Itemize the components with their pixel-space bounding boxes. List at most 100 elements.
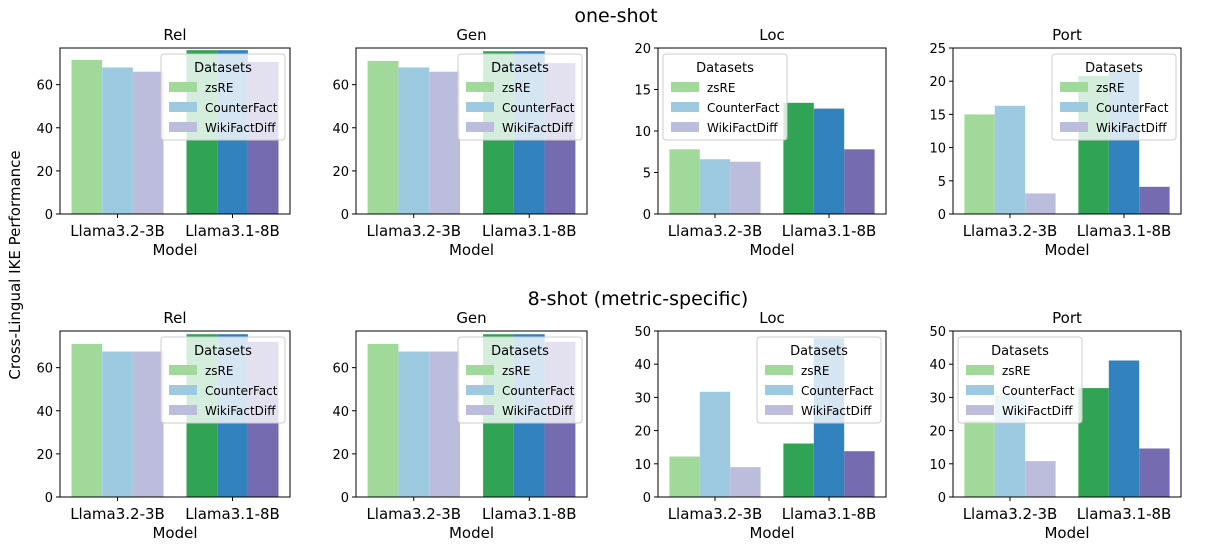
legend-entry-r2-rel-counterfact: CounterFact xyxy=(205,384,278,398)
ytick-label-r1-port-25: 25 xyxy=(929,42,946,57)
axes-frame-r1-gen xyxy=(355,47,588,215)
legend-box-r1-gen xyxy=(457,53,583,141)
xaxis-label-r2-port: Model xyxy=(1044,524,1089,542)
legend-swatch-r1-port-zsre xyxy=(1060,82,1088,92)
legend-title-r1-loc: Datasets xyxy=(696,61,754,76)
bar-r2-loc-wikifactdiff-llama3-1-8b xyxy=(844,451,875,497)
ytick-label-r2-rel-20: 20 xyxy=(36,448,53,463)
xaxis-label-r1-gen: Model xyxy=(449,241,494,259)
legend-r2-gen: Datasets zsRE CounterFact WikiFactDiff xyxy=(457,336,583,424)
ytick-label-r2-rel-40: 40 xyxy=(36,405,53,420)
legend-entry-r1-port-zsre: zsRE xyxy=(1096,81,1124,95)
ytick-label-r1-rel-0: 0 xyxy=(45,208,53,223)
ytick-label-r1-port-20: 20 xyxy=(929,75,946,90)
chart-r2-loc: 0 10 20 30 40 50 Llama3.2-3B Llama3.1-8B Loc Mode… xyxy=(634,309,887,542)
bar-r1-loc-counterfact-llama3-1-8b xyxy=(813,108,845,214)
ytick-label-r1-gen-60: 60 xyxy=(332,79,349,94)
ytick-label-r2-gen-0: 0 xyxy=(341,491,349,506)
legend-r2-port: Datasets zsRE CounterFact WikiFactDiff xyxy=(957,336,1083,424)
bar-r1-port-zsre-llama3-2-3b xyxy=(964,114,995,214)
legend-swatch-r2-port-zsre xyxy=(966,365,994,375)
bar-r1-loc-wikifactdiff-llama3-1-8b xyxy=(844,149,875,214)
legend-title-r1-gen: Datasets xyxy=(491,61,549,76)
axes-frame-r2-port xyxy=(952,330,1182,498)
xtick-label-r2-port-llama3-2-3b: Llama3.2-3B xyxy=(963,505,1058,523)
legend-entry-r1-gen-counterfact: CounterFact xyxy=(502,101,575,115)
ytick-label-r2-port-30: 30 xyxy=(929,391,946,406)
subplot-title-r2-loc: Loc xyxy=(759,309,785,327)
bar-r2-port-wikifactdiff-llama3-2-3b xyxy=(1025,461,1056,497)
bar-r1-loc-zsre-llama3-2-3b xyxy=(669,149,700,214)
ytick-label-r1-gen-40: 40 xyxy=(332,122,349,137)
legend-r1-gen: Datasets zsRE CounterFact WikiFactDiff xyxy=(457,53,583,141)
xtick-label-r2-loc-llama3-2-3b: Llama3.2-3B xyxy=(668,505,763,523)
chart-r2-gen: 0 20 40 60 Llama3.2-3B Llama3.1-8B Gen Model Dat… xyxy=(332,309,588,542)
ytick-label-r1-rel-60: 60 xyxy=(36,79,53,94)
bar-r1-loc-wikifactdiff-llama3-2-3b xyxy=(730,161,761,214)
xtick-label-r2-rel-llama3-2-3b: Llama3.2-3B xyxy=(70,505,165,523)
chart-r1-gen: 0 20 40 60 Llama3.2-3B Llama3.1-8B Gen Model Dat… xyxy=(332,26,588,259)
xaxis-label-r1-port: Model xyxy=(1044,241,1089,259)
xtick-label-r2-gen-llama3-1-8b: Llama3.1-8B xyxy=(482,505,577,523)
legend-swatch-r1-port-wikifactdiff xyxy=(1060,122,1088,132)
legend-swatch-r2-port-counterfact xyxy=(966,385,994,395)
bar-r1-gen-zsre-llama3-2-3b xyxy=(367,60,399,215)
legend-entry-r2-loc-zsre: zsRE xyxy=(801,364,829,378)
legend-box-r1-loc xyxy=(662,53,788,141)
legend-box-r1-rel xyxy=(160,53,286,141)
legend-entry-r1-rel-wikifactdiff: WikiFactDiff xyxy=(205,121,276,135)
bar-r2-port-wikifactdiff-llama3-1-8b xyxy=(1139,448,1170,497)
xaxis-label-r2-loc: Model xyxy=(749,524,794,542)
row-title-8-shot: 8-shot (metric-specific) xyxy=(528,288,749,310)
bar-r2-gen-zsre-llama3-2-3b xyxy=(367,343,399,497)
ytick-label-r2-port-20: 20 xyxy=(929,425,946,440)
legend-swatch-r1-gen-counterfact xyxy=(466,102,494,112)
ytick-label-r2-port-40: 40 xyxy=(929,358,946,373)
ytick-label-r2-gen-60: 60 xyxy=(332,362,349,377)
ytick-label-r1-gen-0: 0 xyxy=(341,208,349,223)
xtick-label-r1-port-llama3-2-3b: Llama3.2-3B xyxy=(963,222,1058,240)
axes-frame-r2-rel xyxy=(59,330,291,498)
legend-swatch-r2-gen-counterfact xyxy=(466,385,494,395)
bar-r2-rel-counterfact-llama3-2-3b xyxy=(102,351,133,497)
bar-r1-loc-zsre-llama3-1-8b xyxy=(783,102,814,214)
subplot-title-r2-port: Port xyxy=(1052,309,1082,327)
legend-swatch-r2-gen-wikifactdiff xyxy=(466,405,494,415)
legend-title-r2-loc: Datasets xyxy=(790,344,848,359)
legend-title-r2-rel: Datasets xyxy=(194,344,252,359)
ytick-label-r1-port-15: 15 xyxy=(929,108,946,123)
bar-r2-loc-wikifactdiff-llama3-2-3b xyxy=(730,467,761,497)
legend-entry-r2-gen-zsre: zsRE xyxy=(502,364,530,378)
legend-title-r2-port: Datasets xyxy=(991,344,1049,359)
xtick-label-r2-loc-llama3-1-8b: Llama3.1-8B xyxy=(782,505,877,523)
ytick-label-r2-rel-60: 60 xyxy=(36,362,53,377)
ytick-label-r1-loc-0: 0 xyxy=(643,208,651,223)
bar-r1-port-wikifactdiff-llama3-2-3b xyxy=(1025,193,1056,214)
xaxis-label-r1-rel: Model xyxy=(152,241,197,259)
legend-entry-r1-rel-zsre: zsRE xyxy=(205,81,233,95)
xtick-label-r2-gen-llama3-2-3b: Llama3.2-3B xyxy=(366,505,461,523)
legend-entry-r2-port-zsre: zsRE xyxy=(1002,364,1030,378)
ytick-label-r1-loc-10: 10 xyxy=(634,125,651,140)
legend-title-r2-gen: Datasets xyxy=(491,344,549,359)
chart-r1-port: 0 5 10 15 20 25 Llama3.2-3B Llama3.1-8B Port Mode… xyxy=(929,26,1182,259)
bar-r1-rel-counterfact-llama3-2-3b xyxy=(102,67,133,215)
xtick-label-r1-gen-llama3-1-8b: Llama3.1-8B xyxy=(482,222,577,240)
ytick-label-r2-loc-0: 0 xyxy=(643,491,651,506)
subplot-title-r1-loc: Loc xyxy=(759,26,785,44)
legend-r1-rel: Datasets zsRE CounterFact WikiFactDiff xyxy=(160,53,286,141)
xtick-label-r1-gen-llama3-2-3b: Llama3.2-3B xyxy=(366,222,461,240)
legend-entry-r1-port-counterfact: CounterFact xyxy=(1096,101,1169,115)
subplot-title-r2-rel: Rel xyxy=(163,309,186,327)
bar-r2-rel-wikifactdiff-llama3-2-3b xyxy=(132,351,164,497)
chart-r1-rel: 0 20 40 60 Llama3.2-3B Llama3.1-8B Rel Model Dat… xyxy=(36,26,291,259)
xtick-label-r2-rel-llama3-1-8b: Llama3.1-8B xyxy=(185,505,280,523)
legend-swatch-r2-loc-zsre xyxy=(765,365,793,375)
ytick-label-r2-loc-40: 40 xyxy=(634,358,651,373)
bar-r2-port-counterfact-llama3-1-8b xyxy=(1108,360,1140,497)
legend-r1-port: Datasets zsRE CounterFact WikiFactDiff xyxy=(1051,53,1177,141)
legend-entry-r2-rel-zsre: zsRE xyxy=(205,364,233,378)
axes-frame-r2-loc xyxy=(657,330,887,498)
xtick-label-r2-port-llama3-1-8b: Llama3.1-8B xyxy=(1077,505,1172,523)
ytick-label-r2-port-10: 10 xyxy=(929,458,946,473)
